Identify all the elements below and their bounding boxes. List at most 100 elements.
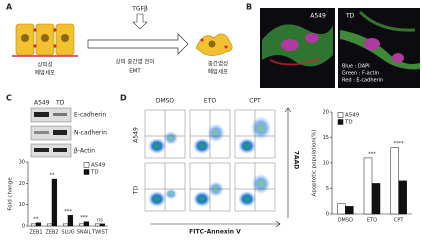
cell-population: [193, 191, 211, 207]
panel-label: C: [6, 94, 12, 103]
legend-label: A549: [345, 113, 360, 119]
cell-population: [148, 138, 166, 154]
legend-label: A549: [91, 163, 106, 169]
y-arrow: [284, 107, 292, 218]
stimulus-arrow: [132, 13, 148, 30]
x-arrow: [150, 220, 281, 228]
image-label: A549: [310, 13, 326, 20]
cell-population: [251, 173, 271, 195]
bar: [78, 223, 85, 227]
protein-label: β-Actin: [74, 148, 95, 155]
cell-population: [238, 191, 256, 207]
x-tick-label: SNAIL: [77, 230, 92, 236]
bar: [363, 157, 373, 215]
significance: ***: [64, 209, 72, 215]
bar: [30, 223, 37, 227]
flow-plots: [144, 109, 276, 212]
x-tick-label: CPT: [394, 218, 405, 224]
bar: [94, 223, 101, 227]
cell-population: [250, 116, 272, 140]
cell-population: [163, 131, 179, 145]
cell-label: 폐암세포: [208, 68, 228, 76]
epithelial-cells: [12, 23, 78, 57]
fluorescence-image: [260, 8, 335, 88]
cell-population: [207, 123, 225, 143]
cell-population: [238, 138, 256, 154]
cell-population: [148, 191, 166, 207]
fluorescence-image: [338, 8, 420, 88]
bar: [46, 223, 53, 227]
significance: ***: [368, 151, 376, 157]
row-label: TD: [133, 185, 140, 195]
significance: **: [50, 173, 56, 179]
bar: [51, 178, 58, 227]
bar: [62, 223, 69, 227]
y-tick-label: 10: [19, 202, 25, 208]
mesenchymal-cells: [195, 33, 233, 56]
bar: [83, 221, 90, 227]
bar: [345, 206, 354, 215]
cell-label: 상피성: [37, 61, 52, 69]
process-label: EMT: [129, 69, 141, 75]
lane-label: A549: [34, 100, 50, 107]
stain-legend: Blue : DAPI: [342, 64, 370, 70]
flow-y-axis: 7AAD: [293, 151, 300, 169]
protein-label: E-cadherin: [74, 112, 106, 119]
legend-swatch: [83, 169, 90, 175]
lane-label: TD: [55, 100, 65, 107]
panel-label: A: [6, 3, 13, 12]
legend-label: TD: [344, 120, 353, 126]
emt-arrow: [87, 33, 189, 55]
x-tick-label: DMSO: [338, 218, 353, 224]
bar: [398, 180, 407, 215]
bar: [67, 215, 74, 227]
treatment-label: ETO: [204, 98, 216, 105]
y-tick-label: 30: [19, 160, 25, 166]
significance: ***: [80, 215, 88, 221]
x-tick-label: SLUG: [61, 230, 74, 236]
legend-swatch: [83, 162, 90, 168]
x-tick-label: ZEB2: [45, 230, 58, 236]
significance: ****: [394, 141, 405, 147]
y-tick-label: 0: [22, 224, 25, 230]
bar: [35, 222, 42, 227]
bar: [99, 223, 106, 227]
legend-label: TD: [90, 170, 99, 176]
bar: [390, 147, 399, 215]
protein-label: N-cadherin: [74, 130, 107, 137]
x-tick-label: ZEB1: [29, 230, 42, 236]
stain-legend: Red : E-cadherin: [342, 78, 383, 84]
cell-label: 폐암세포: [35, 69, 55, 77]
legend-swatch: [337, 112, 344, 118]
significance: ns: [97, 217, 103, 223]
significance: **: [34, 216, 40, 222]
bar: [337, 203, 346, 215]
y-axis-label: Fold change: [8, 177, 14, 211]
x-tick-label: TWIST: [91, 230, 109, 236]
panel-label: D: [120, 94, 127, 103]
stimulus: TGFβ: [131, 6, 148, 13]
panel-label: B: [246, 3, 252, 12]
flow-x-axis: FITC-Annexin V: [189, 229, 241, 236]
y-tick-label: 20: [19, 181, 25, 187]
y-axis-label: Apoptotic population(%): [312, 130, 318, 197]
treatment-label: DMSO: [156, 98, 175, 105]
western-blot: [30, 107, 72, 158]
row-label: A549: [133, 127, 140, 143]
y-tick-label: 10: [323, 161, 329, 167]
bar: [371, 183, 381, 215]
cell-population: [164, 188, 178, 200]
y-tick-label: 0: [326, 212, 329, 218]
stain-legend: Green : F-actin: [342, 71, 379, 77]
y-tick-label: 20: [323, 110, 329, 116]
process-label: 상피 중간엽 전이: [116, 58, 155, 66]
treatment-label: CPT: [249, 98, 261, 105]
cell-population: [193, 138, 211, 154]
x-tick-label: ETO: [367, 218, 377, 224]
y-tick-label: 5: [326, 186, 329, 192]
image-label: TD: [345, 13, 355, 20]
y-tick-label: 15: [323, 135, 329, 141]
cell-label: 중간엽성: [208, 60, 228, 68]
legend-swatch: [337, 119, 344, 125]
